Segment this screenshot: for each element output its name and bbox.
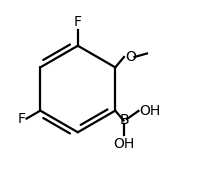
Text: B: B xyxy=(120,113,129,127)
Text: OH: OH xyxy=(139,104,161,118)
Text: F: F xyxy=(74,15,82,29)
Text: OH: OH xyxy=(114,137,135,151)
Text: O: O xyxy=(125,50,136,64)
Text: F: F xyxy=(18,112,26,126)
